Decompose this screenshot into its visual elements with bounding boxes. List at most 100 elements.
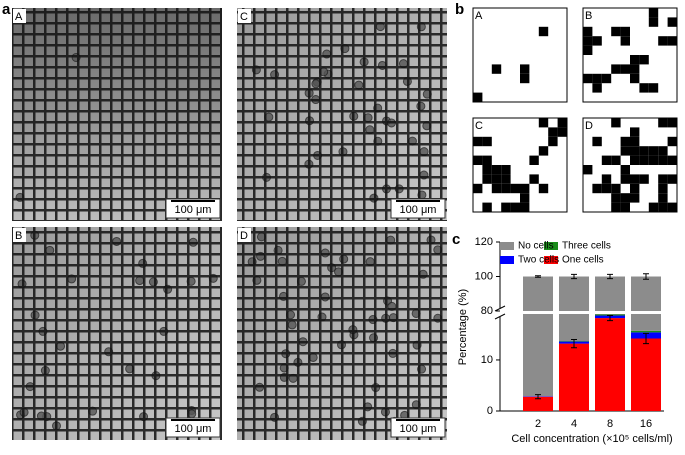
letter-bg bbox=[238, 228, 251, 242]
map-cell bbox=[611, 118, 621, 128]
bar-segment bbox=[559, 314, 589, 342]
map-cell bbox=[592, 83, 602, 93]
map-letter: C bbox=[475, 120, 483, 132]
error-bar bbox=[571, 273, 577, 280]
legend-label: One cells bbox=[562, 255, 604, 266]
map-cell bbox=[639, 83, 649, 93]
scale-text: 100 μm bbox=[400, 423, 437, 435]
scale-text: 100 μm bbox=[400, 204, 437, 216]
map-cell bbox=[473, 183, 483, 194]
map-cell bbox=[557, 118, 567, 128]
map-cell bbox=[667, 174, 677, 184]
map-cell bbox=[482, 165, 492, 175]
map-cell bbox=[491, 183, 502, 194]
map-cell bbox=[601, 73, 612, 84]
map-cell bbox=[583, 73, 593, 84]
letter-bg bbox=[238, 9, 251, 23]
map-cell bbox=[658, 146, 668, 156]
image-letter: D bbox=[240, 230, 248, 242]
map-cell bbox=[630, 146, 640, 156]
map-cell bbox=[601, 183, 612, 194]
map-letter: B bbox=[585, 10, 592, 22]
map-cell bbox=[592, 183, 602, 194]
mesh bbox=[12, 8, 222, 221]
map-cell bbox=[557, 127, 567, 137]
map-cell bbox=[583, 45, 593, 55]
map-cell bbox=[592, 73, 602, 84]
error-bar bbox=[535, 275, 541, 278]
map-cell bbox=[520, 73, 530, 84]
mesh bbox=[237, 8, 447, 221]
map-cell bbox=[639, 155, 649, 165]
bar-segment bbox=[631, 330, 661, 333]
bar-segment bbox=[559, 276, 589, 311]
y-tick-label: 80 bbox=[481, 305, 493, 317]
bar-segment bbox=[631, 338, 661, 411]
map-cell bbox=[611, 64, 621, 74]
x-tick-label: 4 bbox=[571, 418, 577, 430]
bar-segment bbox=[559, 343, 589, 411]
map-cell bbox=[630, 174, 640, 184]
map-cell bbox=[538, 183, 549, 194]
mesh bbox=[237, 227, 447, 440]
map-cell bbox=[658, 118, 668, 128]
map-cell bbox=[611, 193, 621, 203]
map-cell bbox=[473, 136, 483, 147]
legend-label: No cells bbox=[518, 241, 554, 252]
map-cell bbox=[620, 193, 630, 203]
map-cell bbox=[538, 146, 549, 156]
map-cell bbox=[510, 183, 520, 194]
map-cell bbox=[529, 155, 539, 165]
map-cell bbox=[630, 193, 640, 203]
x-tick-label: 2 bbox=[535, 418, 541, 430]
map-cell bbox=[482, 174, 492, 184]
map-cell bbox=[667, 17, 677, 27]
map-cell bbox=[620, 202, 630, 212]
map-cell bbox=[630, 55, 640, 65]
map-cell bbox=[620, 36, 630, 46]
map-cell bbox=[639, 146, 649, 156]
map-cell bbox=[592, 36, 602, 46]
error-bar bbox=[607, 315, 613, 322]
map-cell bbox=[667, 136, 677, 147]
map-cell bbox=[473, 155, 483, 165]
map-cell bbox=[482, 202, 492, 212]
map-cell bbox=[583, 36, 593, 46]
bar-segment bbox=[523, 396, 553, 411]
error-bar bbox=[607, 273, 613, 280]
map-cell bbox=[491, 165, 502, 175]
axis-break bbox=[494, 305, 506, 312]
map-cell bbox=[658, 183, 668, 194]
map-cell bbox=[611, 26, 621, 37]
map-letter: D bbox=[585, 120, 593, 132]
map-cell bbox=[658, 174, 668, 184]
bar-segment bbox=[595, 276, 625, 311]
map-cell bbox=[501, 183, 511, 194]
map-cell bbox=[501, 165, 511, 175]
map-cell bbox=[667, 118, 677, 128]
map-cell bbox=[491, 174, 502, 184]
map-cell bbox=[658, 202, 668, 212]
map-cell bbox=[630, 127, 640, 137]
y-tick-label: 100 bbox=[475, 270, 493, 282]
legend-swatch bbox=[544, 242, 558, 250]
map-letter: A bbox=[475, 10, 483, 22]
legend-swatch bbox=[500, 256, 514, 264]
map-cell bbox=[601, 174, 612, 184]
image-letter: C bbox=[240, 11, 248, 23]
letter-bg bbox=[13, 9, 26, 23]
bar-segment bbox=[595, 318, 625, 411]
legend-swatch bbox=[500, 242, 514, 250]
map-cell bbox=[620, 165, 630, 175]
map-cell bbox=[620, 146, 630, 156]
y-tick-label: 120 bbox=[475, 236, 493, 248]
map-cell bbox=[611, 183, 621, 194]
map-cell bbox=[648, 202, 659, 212]
x-tick-label: 16 bbox=[640, 418, 652, 430]
map-cell bbox=[601, 155, 612, 165]
axis-break bbox=[494, 313, 506, 320]
y-axis-label: Percentage (%) bbox=[457, 289, 469, 365]
map-cell bbox=[520, 202, 530, 212]
error-bar bbox=[535, 394, 541, 400]
